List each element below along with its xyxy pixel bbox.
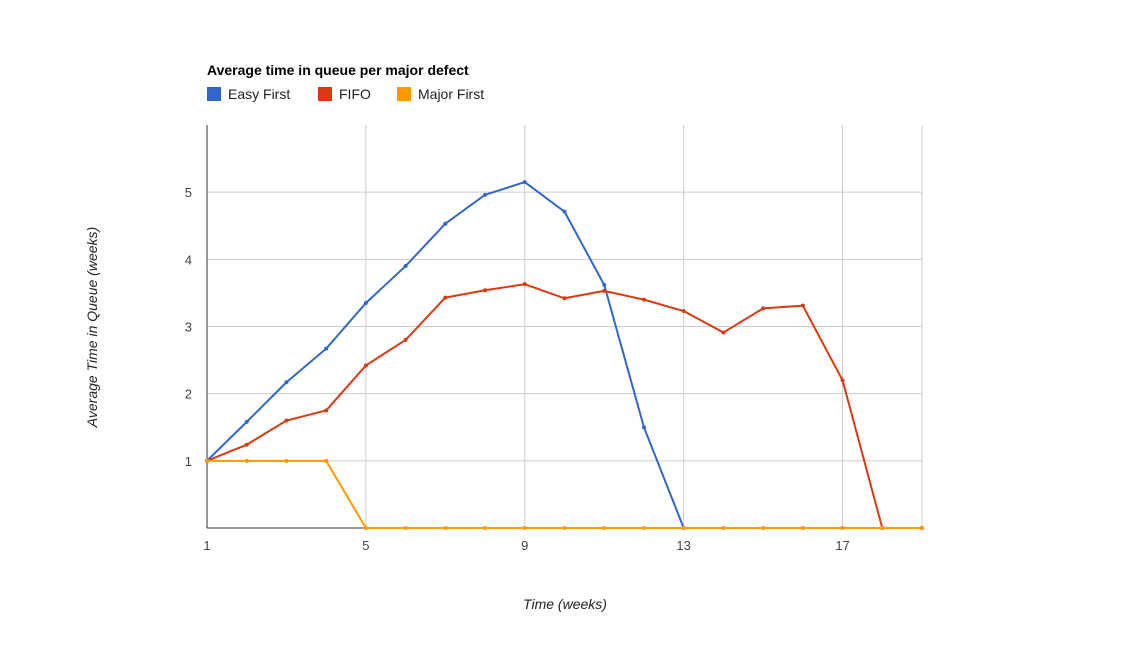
data-point-major-first <box>761 526 766 530</box>
data-point-major-first <box>840 526 845 530</box>
data-point-major-first <box>363 526 368 530</box>
chart-title: Average time in queue per major defect <box>207 62 469 78</box>
data-point-easy-first <box>562 209 567 214</box>
y-tick-label: 4 <box>185 252 192 267</box>
data-point-major-first <box>244 458 249 463</box>
legend-label-easy-first: Easy First <box>228 86 290 102</box>
data-point-easy-first <box>284 380 289 385</box>
x-tick-label: 5 <box>362 538 369 553</box>
data-point-fifo <box>363 363 368 368</box>
data-point-major-first <box>483 526 488 530</box>
series-line-fifo <box>206 283 922 529</box>
x-tick-label: 1 <box>203 538 210 553</box>
data-point-major-first <box>403 526 408 530</box>
data-point-major-first <box>641 526 646 530</box>
data-point-easy-first <box>522 180 527 185</box>
y-tick-label: 3 <box>185 320 192 335</box>
x-tick-label: 9 <box>521 538 528 553</box>
data-point-fifo <box>244 442 249 447</box>
data-point-easy-first <box>403 264 408 269</box>
x-axis-title: Time (weeks) <box>523 596 607 612</box>
legend-label-fifo: FIFO <box>339 86 371 102</box>
data-point-easy-first <box>483 192 488 197</box>
data-point-major-first <box>324 458 329 463</box>
data-point-easy-first <box>443 221 448 226</box>
legend-swatch-easy-first <box>207 87 221 101</box>
data-point-fifo <box>562 296 567 301</box>
series-line-easy-first <box>206 181 922 529</box>
data-point-major-first <box>443 526 448 530</box>
data-point-easy-first <box>602 282 607 287</box>
data-point-easy-first <box>641 425 646 430</box>
legend-swatch-fifo <box>318 87 332 101</box>
data-point-fifo <box>641 297 646 302</box>
data-point-major-first <box>205 458 209 463</box>
data-point-fifo <box>721 330 726 335</box>
data-point-fifo <box>800 303 805 308</box>
y-axis-title: Average Time in Queue (weeks) <box>84 227 100 428</box>
grid <box>207 125 923 528</box>
legend-label-major-first: Major First <box>418 86 484 102</box>
series-line-major-first <box>207 459 922 529</box>
data-point-fifo <box>840 378 845 383</box>
data-point-major-first <box>920 526 924 530</box>
y-tick-label: 2 <box>185 387 192 402</box>
data-point-major-first <box>800 526 805 530</box>
x-tick-label: 17 <box>835 538 849 553</box>
data-point-easy-first <box>244 419 249 424</box>
series-group <box>205 180 924 530</box>
data-point-fifo <box>403 337 408 342</box>
data-point-fifo <box>324 408 329 413</box>
data-point-major-first <box>681 526 686 530</box>
legend-swatch-major-first <box>397 87 411 101</box>
data-point-easy-first <box>324 346 329 351</box>
data-point-easy-first <box>363 300 368 305</box>
y-tick-label: 1 <box>185 454 192 469</box>
y-tick-label: 5 <box>185 185 192 200</box>
data-point-major-first <box>721 526 726 530</box>
legend: Easy First FIFO Major First <box>207 86 484 102</box>
data-point-major-first <box>522 526 527 530</box>
data-point-major-first <box>602 526 607 530</box>
data-point-fifo <box>681 309 686 314</box>
data-point-fifo <box>284 418 289 423</box>
data-point-fifo <box>761 306 766 311</box>
tick-labels: 1 5 9 13 17 1 2 3 4 5 <box>185 185 850 553</box>
data-point-fifo <box>602 288 607 293</box>
data-point-fifo <box>522 282 527 287</box>
data-point-major-first <box>880 526 885 530</box>
data-point-major-first <box>284 458 289 463</box>
data-point-major-first <box>562 526 567 530</box>
x-tick-label: 13 <box>676 538 690 553</box>
data-point-fifo <box>443 295 448 300</box>
data-point-fifo <box>483 288 488 293</box>
